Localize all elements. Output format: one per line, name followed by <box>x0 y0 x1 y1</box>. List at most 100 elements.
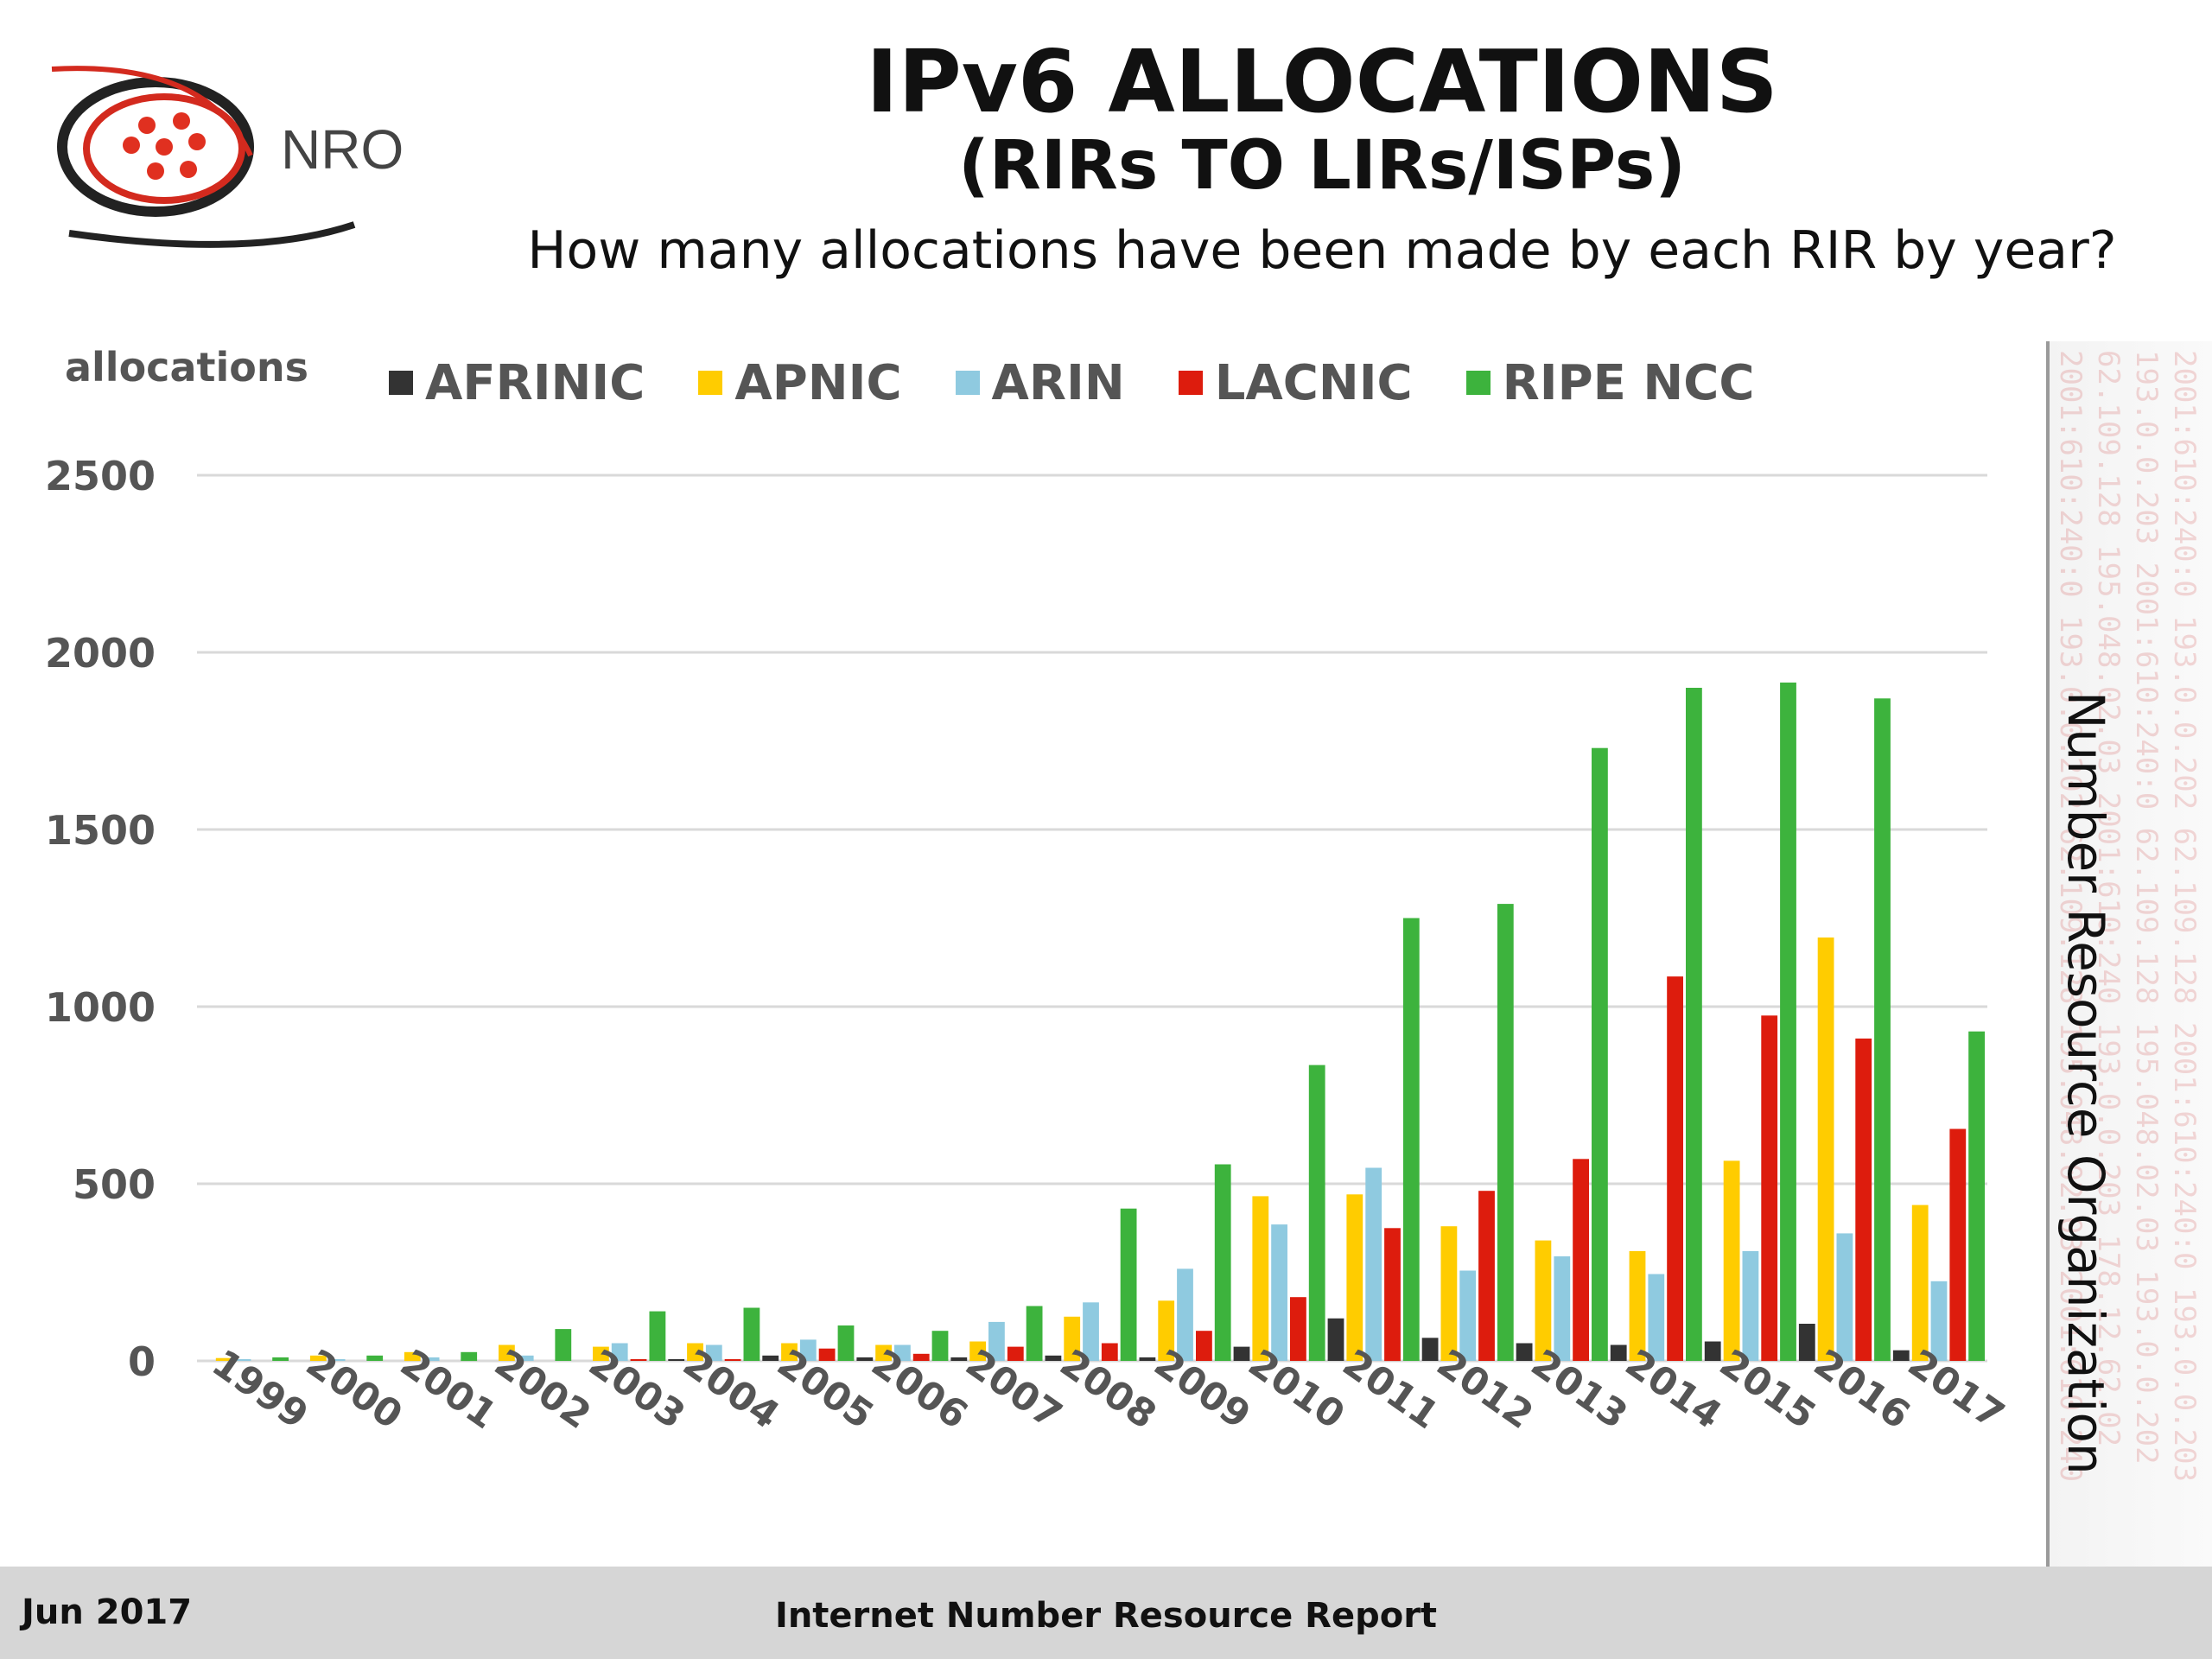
bar <box>875 1344 892 1361</box>
bar <box>687 1343 703 1361</box>
bar <box>1761 1015 1778 1362</box>
bar <box>1177 1268 1193 1361</box>
bar <box>328 1359 346 1361</box>
bar <box>1648 1274 1665 1361</box>
chart-legend: AFRINIC APNIC ARIN LACNIC RIPE NCC <box>389 353 1808 413</box>
bar <box>1497 904 1514 1361</box>
bar <box>1402 918 1420 1361</box>
bar <box>499 1344 515 1361</box>
bar <box>705 1344 722 1361</box>
watermark-text: 193.0.0.203 2001:610:240:0 62.109.128 19… <box>2129 350 2164 1465</box>
watermark-text: 2001:610:240:0 193.0.0.202 62.109.128 20… <box>2167 350 2202 1483</box>
x-tick-label: 1999 <box>204 1341 316 1438</box>
bar <box>1214 1164 1231 1361</box>
bar <box>1365 1167 1382 1361</box>
bar <box>1045 1355 1062 1361</box>
bar <box>1440 1226 1458 1361</box>
bar <box>1723 1160 1740 1361</box>
bar <box>404 1351 421 1362</box>
bar <box>309 1355 327 1361</box>
legend-label: ARIN <box>991 354 1125 411</box>
bar <box>593 1346 609 1361</box>
bar <box>1478 1191 1495 1361</box>
y-tick-label: 0 <box>128 1338 156 1385</box>
bar <box>1026 1306 1043 1361</box>
bar <box>1007 1346 1024 1361</box>
bar <box>668 1359 685 1361</box>
bar <box>856 1357 874 1361</box>
bar <box>1836 1233 1853 1361</box>
legend-swatch <box>389 371 413 395</box>
y-tick-label: 1500 <box>45 807 156 854</box>
bar <box>1554 1256 1571 1361</box>
legend-swatch <box>698 371 723 395</box>
watermark-text: 2001:610:240:0 193.0.0.202 62.109.128 19… <box>2053 350 2088 1483</box>
bar <box>1516 1343 1533 1361</box>
bar <box>1686 688 1702 1361</box>
bar <box>1573 1159 1589 1361</box>
bar-chart: 0500100015002000250019992000200120022003… <box>45 453 2012 1438</box>
logo-text: NRO <box>281 118 404 181</box>
bar <box>743 1307 760 1361</box>
bar <box>1911 1205 1929 1361</box>
bar <box>1892 1350 1910 1361</box>
bar <box>272 1357 289 1361</box>
side-watermark-band: 2001:610:240:0 193.0.0.202 62.109.128 19… <box>2046 341 2212 1567</box>
page-subtitle: (RIRs TO LIRs/ISPs) <box>958 127 1686 205</box>
bar <box>611 1343 628 1361</box>
bar <box>555 1329 572 1361</box>
bar <box>931 1331 949 1361</box>
bar <box>649 1311 666 1361</box>
y-tick-label: 2500 <box>45 453 156 499</box>
bar <box>1290 1297 1306 1361</box>
bar <box>1817 938 1834 1361</box>
legend-label: RIPE NCC <box>1502 354 1755 411</box>
bar <box>1064 1316 1081 1362</box>
bar <box>1421 1338 1439 1361</box>
bar <box>423 1357 440 1361</box>
bar <box>1120 1208 1137 1361</box>
bar <box>912 1353 930 1361</box>
nro-logo: NRO <box>51 66 404 248</box>
bar <box>894 1344 911 1361</box>
bar <box>1158 1300 1175 1361</box>
page-title: IPv6 ALLOCATIONS <box>866 31 1778 132</box>
legend-item: APNIC <box>698 355 902 411</box>
bar <box>1271 1224 1287 1361</box>
bar <box>1592 747 1608 1361</box>
y-tick-label: 2000 <box>45 630 156 677</box>
bar <box>1667 976 1683 1361</box>
bar <box>799 1339 817 1361</box>
legend-swatch <box>955 371 980 395</box>
bar <box>630 1359 647 1361</box>
bar <box>969 1341 986 1361</box>
bar <box>1949 1128 1967 1361</box>
bar <box>1874 698 1891 1361</box>
bar <box>1855 1038 1872 1361</box>
bar <box>366 1355 384 1361</box>
y-tick-label: 500 <box>73 1161 156 1208</box>
y-axis-label: allocations <box>65 344 308 391</box>
bar <box>1346 1194 1363 1361</box>
legend-item: RIPE NCC <box>1465 354 1755 411</box>
bar <box>517 1355 534 1361</box>
bar <box>1308 1065 1325 1361</box>
bar <box>724 1359 741 1361</box>
bar <box>837 1325 855 1361</box>
bar <box>1704 1341 1721 1361</box>
legend-swatch <box>1465 371 1491 395</box>
bar <box>1327 1318 1344 1361</box>
bar <box>818 1348 836 1361</box>
bar <box>1196 1331 1212 1361</box>
bar <box>1968 1031 1985 1361</box>
bar <box>762 1355 779 1361</box>
bar <box>1252 1196 1269 1361</box>
footer-bar: Jun 2017 Internet Number Resource Report <box>0 1567 2212 1659</box>
legend-label: LACNIC <box>1214 354 1413 411</box>
bar <box>1742 1250 1759 1361</box>
side-label: Number Resource Organization <box>2056 691 2115 1475</box>
legend-label: AFRINIC <box>425 354 645 411</box>
bar <box>461 1351 478 1362</box>
legend-item: AFRINIC <box>389 355 645 411</box>
bar <box>1610 1344 1627 1361</box>
